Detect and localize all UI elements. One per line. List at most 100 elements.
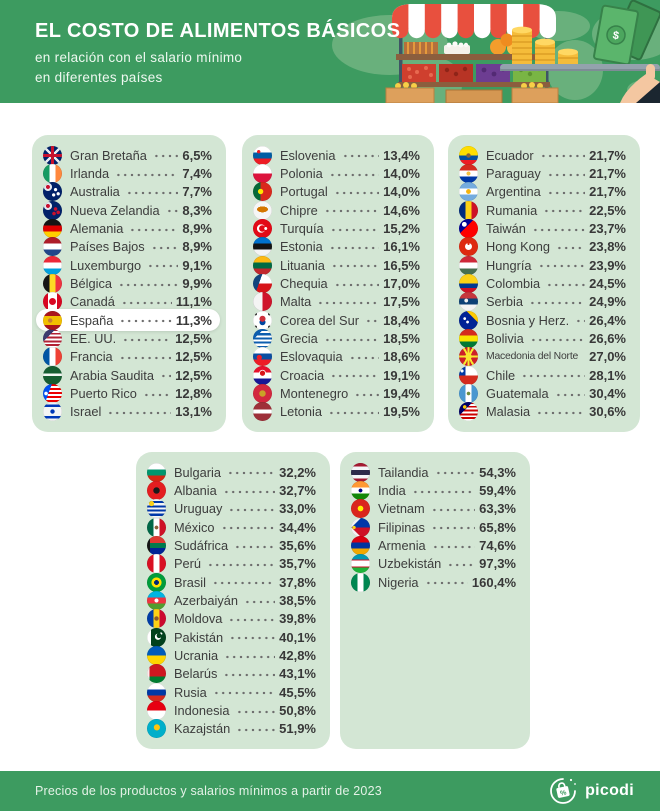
country-name: Hong Kong — [486, 239, 551, 255]
flag-icon — [459, 145, 478, 165]
country-name: Eslovenia — [280, 147, 336, 163]
flag-icon — [43, 402, 62, 422]
country-name: Argentina — [486, 184, 541, 200]
dotted-leader — [228, 507, 276, 512]
money-tray-illustration: $ — [500, 0, 660, 103]
country-value: 18,5% — [383, 331, 420, 347]
country-name: Macedonia del Norte — [486, 351, 579, 363]
country-name: Azerbaiyán — [174, 593, 239, 609]
dotted-leader — [150, 245, 179, 250]
country-value: 8,9% — [182, 239, 212, 255]
country-row: Perú 35,7% — [147, 554, 316, 574]
country-name: Estonia — [280, 239, 323, 255]
country-name: Turquía — [280, 221, 324, 237]
country-value: 23,9% — [589, 257, 626, 273]
country-value: 12,5% — [175, 367, 212, 383]
flag-icon — [147, 591, 166, 611]
country-value: 27,0% — [589, 349, 626, 365]
country-row: Irlanda 7,4% — [43, 164, 212, 184]
dotted-leader — [159, 374, 172, 379]
country-name: Chipre — [280, 202, 318, 218]
country-value: 19,4% — [383, 386, 420, 402]
dotted-leader — [447, 562, 476, 567]
dotted-leader — [575, 319, 586, 324]
country-name: Arabia Saudita — [70, 367, 154, 383]
flag-icon — [351, 499, 370, 519]
dotted-leader — [235, 709, 276, 714]
country-row: Nueva Zelandia 8,3% — [43, 200, 212, 220]
country-row: Chequia 17,0% — [253, 274, 420, 294]
country-name: Polonia — [280, 166, 323, 182]
flag-icon — [147, 682, 166, 702]
flag-icon — [43, 182, 62, 202]
flag-icon — [459, 384, 478, 404]
footer-note: Precios de los productos y salarios míni… — [35, 784, 382, 798]
country-value: 21,7% — [589, 166, 626, 182]
country-name: Tailandia — [378, 464, 429, 480]
country-value: 33,0% — [279, 501, 316, 517]
dotted-leader — [546, 282, 586, 287]
dotted-leader — [341, 154, 380, 159]
dotted-leader — [531, 227, 586, 232]
country-value: 7,7% — [182, 184, 212, 200]
country-name: México — [174, 519, 215, 535]
flag-icon — [459, 200, 478, 220]
country-row: Serbia 24,9% — [459, 292, 626, 312]
country-value: 14,0% — [383, 166, 420, 182]
country-panel-3: Ecuador 21,7% Paraguay 21,7% Argentina 21,7% R… — [448, 135, 640, 432]
flag-icon — [253, 274, 272, 294]
flag-icon — [147, 481, 166, 501]
country-row: Arabia Saudita 12,5% — [43, 365, 212, 385]
country-name: Pakistán — [174, 629, 224, 645]
dotted-leader — [430, 507, 476, 512]
country-name: Uruguay — [174, 501, 223, 517]
country-row: EE. UU. 12,5% — [43, 329, 212, 349]
dotted-leader — [165, 209, 179, 214]
country-row: Azerbaiyán 38,5% — [147, 591, 316, 611]
dotted-leader — [330, 374, 380, 379]
country-value: 50,8% — [279, 703, 316, 719]
country-value: 15,2% — [383, 221, 420, 237]
country-name: Nueva Zelandia — [70, 202, 160, 218]
country-name: Canadá — [70, 294, 115, 310]
country-value: 51,9% — [279, 721, 316, 737]
country-value: 8,3% — [182, 202, 212, 218]
dotted-leader — [223, 672, 276, 677]
country-row: Malta 17,5% — [253, 292, 420, 312]
dotted-leader — [147, 264, 179, 269]
country-name: Portugal — [280, 184, 328, 200]
country-row: Pakistán 40,1% — [147, 627, 316, 647]
dotted-leader — [222, 489, 276, 494]
flag-icon — [253, 329, 272, 349]
flag-icon — [147, 701, 166, 721]
picodi-bag-icon: % — [550, 778, 576, 804]
brand-name: picodi — [585, 782, 634, 799]
flag-icon — [147, 609, 166, 629]
dotted-leader — [584, 355, 586, 360]
country-value: 9,9% — [182, 276, 212, 292]
country-value: 24,9% — [589, 294, 626, 310]
country-row: Alemania 8,9% — [43, 219, 212, 239]
country-row: Ucrania 42,8% — [147, 646, 316, 666]
country-row: Bolivia 26,6% — [459, 329, 626, 349]
dotted-leader — [115, 172, 179, 177]
country-value: 16,5% — [383, 257, 420, 273]
page-title: EL COSTO DE ALIMENTOS BÁSICOS — [35, 20, 401, 42]
dotted-leader — [323, 209, 380, 214]
dotted-leader — [348, 355, 380, 360]
country-name: Kazajstán — [174, 721, 231, 737]
dotted-leader — [120, 300, 172, 305]
flag-icon — [459, 365, 478, 385]
flag-icon — [253, 200, 272, 220]
flag-icon — [253, 255, 272, 275]
country-name: Colombia — [486, 276, 541, 292]
country-row: México 34,4% — [147, 517, 316, 537]
country-panel-4: Bulgaria 32,2% Albania 32,7% Uruguay 33,0% Méx… — [136, 452, 330, 749]
dotted-leader — [430, 526, 476, 531]
country-row: Paraguay 21,7% — [459, 164, 626, 184]
country-value: 18,6% — [383, 349, 420, 365]
country-value: 35,7% — [279, 556, 316, 572]
dotted-leader — [229, 636, 276, 641]
country-value: 13,4% — [383, 147, 420, 163]
